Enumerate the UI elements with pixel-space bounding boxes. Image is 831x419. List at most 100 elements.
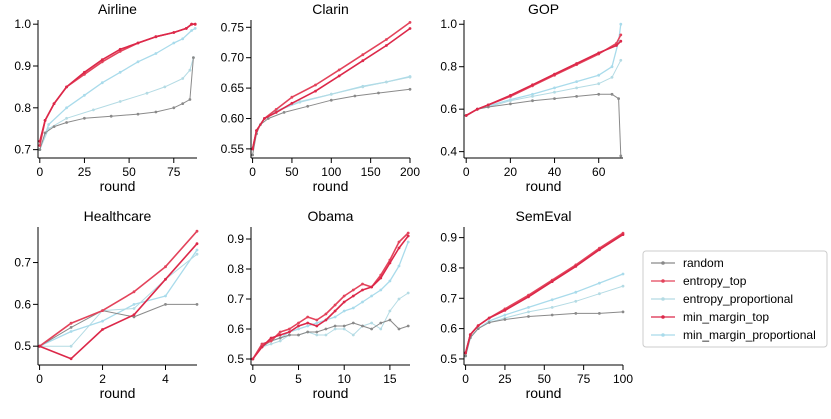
x-tick-label: 100 (613, 372, 633, 386)
data-point-min-margin-top (274, 111, 278, 114)
data-point-entropy-proportional (132, 307, 136, 310)
data-point-min-margin-top (118, 47, 122, 51)
data-point-random (379, 321, 383, 325)
data-point-random (38, 148, 42, 152)
data-point-min-margin-top (43, 119, 47, 122)
series-min-margin-top-healthcare (38, 242, 199, 361)
data-point-random (181, 102, 185, 105)
data-point-entropy-proportional (69, 344, 73, 348)
data-point-random (69, 326, 73, 329)
data-point-min-margin-proportional (193, 27, 197, 30)
data-point-entropy-top (132, 290, 136, 294)
data-point-random (361, 324, 364, 328)
x-tick-label: 40 (548, 165, 562, 179)
data-point-min-margin-proportional (172, 41, 176, 45)
data-point-entropy-top (278, 330, 282, 334)
data-point-entropy-top (619, 33, 623, 37)
x-tick-label: 100 (321, 165, 341, 179)
legend-item-min-margin-proportional: min_margin_proportional (651, 328, 816, 342)
data-point-min-margin-proportional (610, 65, 614, 69)
series-line-random (39, 57, 194, 150)
data-point-min-margin-proportional (164, 294, 167, 298)
data-point-entropy-top (274, 108, 278, 111)
chart-semeval: SemEval 0 25 50 75 100 0.5 0.6 0.7 0.8 0.9 round (440, 208, 633, 401)
data-point-min-margin-top (69, 357, 73, 361)
data-point-random (251, 153, 255, 157)
data-point-min-margin-top (132, 313, 136, 317)
data-point-entropy-top (351, 288, 355, 292)
data-point-min-margin-top (333, 309, 337, 313)
data-point-min-margin-proportional (351, 306, 355, 310)
data-point-min-margin-proportional (550, 298, 554, 302)
data-point-min-margin-top (342, 300, 346, 304)
data-point-entropy-proportional (92, 108, 95, 112)
data-point-random (476, 327, 480, 330)
series-min-margin-top-semeval (464, 233, 625, 355)
data-point-random (333, 324, 337, 328)
data-point-entropy-top (69, 321, 73, 325)
data-point-random (610, 92, 614, 96)
x-tick-label: 0 (462, 372, 469, 386)
chart-title-obama: Obama (308, 208, 354, 224)
data-point-min-margin-proportional (575, 80, 578, 83)
data-point-min-margin-top (154, 35, 158, 39)
data-point-random (486, 105, 490, 109)
x-tick-label: 150 (361, 165, 381, 179)
data-point-min-margin-proportional (621, 272, 625, 276)
data-point-min-margin-top (351, 294, 355, 298)
x-tick-label: 0 (249, 372, 256, 386)
data-point-entropy-proportional (333, 327, 337, 331)
data-point-random (464, 354, 467, 358)
data-point-entropy-top (297, 321, 300, 325)
data-point-entropy-proportional (550, 306, 554, 309)
data-point-entropy-proportional (163, 85, 167, 89)
data-point-min-margin-top (100, 58, 104, 62)
x-tick-label: 0 (36, 165, 43, 179)
data-point-random (503, 318, 507, 321)
data-point-random (65, 121, 68, 124)
data-point-min-margin-top (621, 233, 625, 237)
y-tick-label: 0.7 (440, 291, 457, 305)
data-point-min-margin-top (475, 107, 479, 111)
series-line-random (39, 303, 197, 347)
data-point-min-margin-top (370, 285, 373, 289)
series-min-margin-top-clarin (251, 27, 412, 151)
data-point-random (288, 333, 291, 337)
x-tick-label: 60 (592, 165, 606, 179)
data-point-min-margin-proportional (136, 60, 140, 64)
data-point-min-margin-top (38, 139, 42, 143)
x-tick-label: 15 (383, 372, 397, 386)
data-point-entropy-proportional (388, 309, 392, 313)
series-min-margin-top-obama (251, 234, 410, 361)
data-point-entropy-proportional (269, 342, 273, 346)
x-axis-label: round (100, 385, 136, 401)
data-point-min-margin-top (527, 295, 530, 299)
series-entropy-top-healthcare (38, 229, 199, 348)
data-point-min-margin-proportional (297, 327, 300, 331)
chart-gop: GOP 0 20 40 60 0.4 0.6 0.8 1.0 round (440, 1, 623, 194)
data-point-min-margin-proportional (597, 73, 601, 77)
data-point-min-margin-top (52, 102, 56, 105)
data-point-min-margin-proportional (370, 294, 373, 298)
series-entropy-proportional-obama (251, 291, 410, 361)
data-point-entropy-proportional (408, 75, 412, 79)
legend-label: random (683, 256, 724, 270)
data-point-min-margin-top (486, 103, 490, 107)
data-point-entropy-proportional (531, 95, 534, 98)
data-point-min-margin-top (619, 39, 623, 43)
data-point-min-margin-proportional (503, 313, 507, 317)
y-tick-label: 0.7 (14, 256, 31, 270)
data-point-min-margin-proportional (531, 92, 534, 96)
data-point-random (266, 117, 270, 120)
data-point-min-margin-proportional (619, 22, 623, 26)
data-point-entropy-proportional (397, 297, 401, 301)
series-line-min-margin-proportional (39, 249, 198, 347)
y-tick-label: 0.8 (440, 60, 457, 74)
series-line-min-margin-proportional (465, 24, 622, 117)
data-point-min-margin-proportional (181, 37, 185, 41)
data-point-entropy-proportional (610, 75, 614, 79)
data-point-entropy-top (314, 83, 317, 87)
data-point-random (83, 116, 86, 120)
x-tick-label: 0 (463, 165, 470, 179)
data-point-min-margin-top (464, 114, 468, 117)
